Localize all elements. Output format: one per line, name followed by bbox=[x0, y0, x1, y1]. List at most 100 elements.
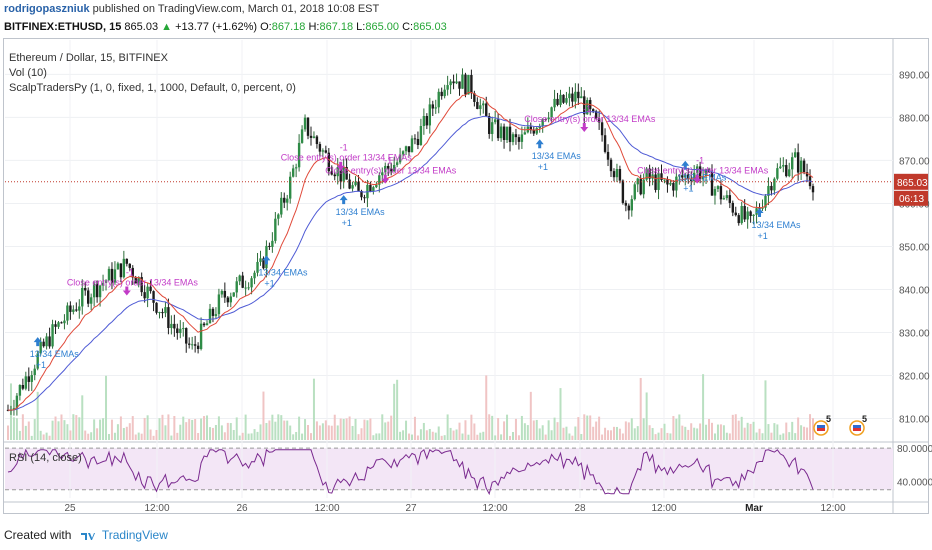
candle-body bbox=[666, 179, 669, 185]
candle-body bbox=[716, 186, 720, 190]
legend-rsi[interactable]: RSI (14, close) bbox=[9, 452, 82, 464]
volume-bar bbox=[36, 391, 39, 440]
rsi-tick-label: 40.0000 bbox=[897, 477, 932, 488]
candle-body bbox=[725, 195, 729, 199]
time-tick-label: 12:00 bbox=[144, 503, 169, 514]
volume-bar bbox=[408, 433, 411, 440]
volume-bar bbox=[532, 420, 535, 440]
volume-bar bbox=[214, 424, 217, 440]
volume-bar bbox=[488, 414, 491, 440]
volume-bar bbox=[176, 432, 179, 440]
volume-bar bbox=[81, 395, 84, 440]
candle-body bbox=[363, 197, 366, 199]
volume-bar bbox=[42, 434, 45, 440]
publish-line: rodrigopaszniuk published on TradingView… bbox=[4, 3, 379, 15]
volume-bar bbox=[220, 425, 223, 440]
volume-bar bbox=[339, 418, 342, 440]
volume-bar bbox=[624, 421, 627, 440]
tradingview-logo-icon bbox=[80, 533, 95, 541]
countdown-label: 06:13 bbox=[899, 194, 924, 205]
sell-signal-qty: -1 bbox=[126, 267, 134, 277]
buy-arrow-icon bbox=[262, 255, 271, 265]
candle-body bbox=[170, 323, 173, 329]
event-flag-icon bbox=[853, 428, 861, 431]
volume-bar bbox=[574, 426, 577, 440]
candle-body bbox=[51, 324, 54, 347]
candle-body bbox=[740, 206, 743, 224]
price-tick-label: 870.00 bbox=[899, 156, 930, 167]
candle-body bbox=[75, 309, 78, 311]
volume-bar bbox=[295, 431, 298, 440]
candle-body bbox=[45, 336, 48, 347]
buy-signal-label: 13/34 EMAs bbox=[336, 207, 386, 217]
volume-bar bbox=[96, 428, 99, 440]
symbol-label: BITFINEX:ETHUSD, 15 bbox=[4, 21, 122, 33]
volume-bar bbox=[663, 423, 666, 440]
candle-body bbox=[387, 165, 390, 169]
candle-body bbox=[214, 314, 218, 316]
candle-body bbox=[782, 165, 785, 167]
volume-bar bbox=[241, 432, 244, 440]
candle-body bbox=[464, 74, 467, 95]
candle-body bbox=[701, 176, 705, 180]
candle-body bbox=[57, 322, 60, 327]
volume-bar bbox=[604, 427, 607, 440]
candle-body bbox=[761, 207, 764, 209]
candle-body bbox=[470, 74, 473, 94]
volume-bar bbox=[767, 424, 770, 440]
candle-body bbox=[571, 93, 574, 102]
high-label: H: bbox=[308, 21, 320, 33]
volume-bar bbox=[500, 434, 503, 440]
candle-body bbox=[583, 96, 586, 115]
volume-bar bbox=[734, 414, 737, 440]
candle-body bbox=[767, 185, 770, 196]
buy-signal-qty: +1 bbox=[264, 278, 274, 288]
candle-body bbox=[755, 208, 758, 215]
candle-body bbox=[479, 105, 482, 109]
candle-body bbox=[603, 135, 607, 152]
candle-body bbox=[244, 287, 247, 289]
candle-body bbox=[63, 320, 66, 324]
candle-body bbox=[728, 195, 732, 203]
buy-signal-qty: +1 bbox=[342, 218, 352, 228]
volume-bar bbox=[7, 425, 9, 440]
volume-bar bbox=[33, 419, 36, 440]
tradingview-brand[interactable]: TradingView bbox=[101, 528, 168, 542]
candle-body bbox=[493, 119, 497, 123]
candle-body bbox=[193, 344, 197, 346]
volume-bar bbox=[247, 433, 250, 440]
volume-bar bbox=[514, 418, 517, 440]
candle-body bbox=[687, 174, 690, 179]
buy-signal-qty: +1 bbox=[36, 360, 46, 370]
sell-signal-qty: -1 bbox=[583, 104, 591, 114]
volume-bar bbox=[538, 428, 541, 440]
author-link[interactable]: rodrigopaszniuk bbox=[4, 3, 90, 15]
volume-bar bbox=[238, 435, 241, 440]
candle-body bbox=[369, 184, 372, 192]
candle-body bbox=[66, 305, 69, 321]
candle-body bbox=[609, 159, 613, 172]
candle-body bbox=[734, 212, 737, 216]
volume-bar bbox=[122, 427, 125, 440]
candle-body bbox=[360, 190, 363, 198]
volume-bar bbox=[206, 415, 209, 440]
ema-13-line bbox=[8, 91, 814, 411]
volume-bar bbox=[467, 434, 470, 440]
volume-bar bbox=[164, 425, 167, 440]
volume-bar bbox=[107, 433, 110, 440]
candle-body bbox=[223, 290, 227, 298]
volume-bar bbox=[630, 418, 633, 440]
candle-body bbox=[378, 175, 381, 185]
legend-strategy[interactable]: ScalpTradersPy (1, 0, fixed, 1, 1000, De… bbox=[9, 82, 296, 94]
candle-body bbox=[274, 218, 277, 241]
volume-bar bbox=[318, 425, 321, 440]
volume-bar bbox=[134, 434, 137, 440]
volume-bar bbox=[476, 434, 479, 440]
volume-bar bbox=[63, 420, 66, 440]
time-tick-label: 12:00 bbox=[314, 503, 339, 514]
volume-bar bbox=[803, 426, 806, 440]
legend-volume[interactable]: Vol (10) bbox=[9, 67, 47, 79]
candle-body bbox=[247, 287, 250, 289]
candle-body bbox=[372, 187, 375, 192]
